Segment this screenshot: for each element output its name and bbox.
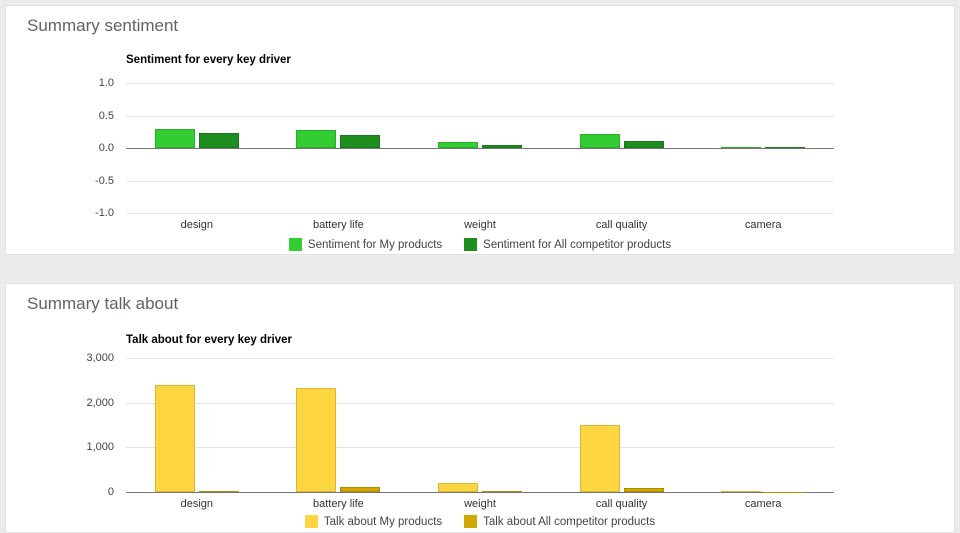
legend-item: Sentiment for All competitor products [464, 238, 671, 251]
gridline [126, 402, 834, 404]
bar-camera-series-0[interactable] [721, 491, 762, 493]
bar-design-series-0[interactable] [154, 384, 195, 492]
gridline [126, 447, 834, 449]
legend-label: Sentiment for All competitor products [483, 238, 672, 251]
zero-gridline [126, 148, 834, 149]
x-category-label: camera [744, 498, 782, 510]
chart-plot-area-talk-about: 3,000 2,000 1,000 0 [6, 352, 954, 498]
legend-label: Talk about All competitor products [483, 515, 656, 528]
y-tick-label: 0 [107, 486, 114, 498]
panel-summary-talk-about: Summary talk about Talk about for every … [5, 283, 955, 533]
bar-weight-series-0[interactable] [438, 141, 478, 148]
y-tick-label: -1.0 [95, 207, 114, 219]
legend-swatch [464, 515, 478, 528]
panel-title-summary-talk-about: Summary talk about [27, 294, 179, 313]
gridline [126, 358, 834, 359]
bar-design-series-0[interactable] [154, 128, 195, 148]
y-axis-talk-about: 3,000 2,000 1,000 0 [6, 352, 114, 498]
bar-battery-life-series-0[interactable] [296, 387, 337, 492]
x-category-label: design [180, 219, 213, 231]
bar-design-series-1[interactable] [198, 490, 239, 492]
bar-battery-life-series-1[interactable] [340, 487, 381, 492]
bar-call-quality-series-0[interactable] [579, 133, 620, 148]
plot-talk-about [126, 358, 834, 493]
x-category-label: call quality [595, 498, 648, 510]
legend-talk-about: Talk about My products Talk about All com… [6, 515, 954, 528]
chart-plot-area-sentiment: 1.0 0.5 0.0 -0.5 -1.0 [6, 77, 954, 219]
plot-sentiment [126, 83, 834, 214]
legend-item: Talk about All competitor products [464, 515, 655, 528]
x-category-label: weight [464, 498, 496, 510]
x-category-label: weight [464, 219, 496, 231]
bar-weight-series-1[interactable] [482, 490, 522, 492]
gridline [126, 213, 834, 214]
bar-design-series-1[interactable] [198, 133, 239, 148]
gridline [126, 180, 834, 182]
zero-gridline [126, 492, 834, 493]
bar-call-quality-series-1[interactable] [623, 140, 664, 148]
legend-label: Talk about My products [323, 515, 443, 528]
y-tick-label: 0.5 [98, 109, 114, 122]
legend-sentiment: Sentiment for My products Sentiment for A… [6, 238, 954, 251]
legend-item: Talk about My products [304, 515, 443, 528]
x-category-label: battery life [313, 219, 364, 231]
x-category-label: call quality [595, 219, 648, 231]
gridline [126, 83, 834, 84]
y-tick-label: 0.0 [98, 142, 114, 154]
bar-battery-life-series-0[interactable] [296, 130, 337, 148]
legend-item: Sentiment for My products [288, 238, 443, 251]
y-tick-label: 1,000 [86, 441, 114, 454]
bar-call-quality-series-0[interactable] [579, 425, 620, 492]
legend-swatch [464, 238, 478, 251]
gridline [126, 115, 834, 117]
legend-swatch [304, 515, 318, 528]
panel-summary-sentiment: Summary sentiment Sentiment for every ke… [5, 5, 955, 255]
y-tick-label: 3,000 [86, 352, 114, 364]
legend-label: Sentiment for My products [307, 238, 443, 251]
bar-camera-series-1[interactable] [765, 491, 806, 493]
y-axis-sentiment: 1.0 0.5 0.0 -0.5 -1.0 [6, 77, 114, 219]
y-tick-label: 2,000 [86, 396, 114, 409]
x-category-label: camera [744, 219, 782, 231]
chart-title-talk-about: Talk about for every key driver [126, 334, 292, 346]
y-tick-label: 1.0 [98, 77, 114, 89]
bar-battery-life-series-1[interactable] [340, 135, 381, 148]
x-category-label: battery life [313, 498, 364, 510]
chart-title-sentiment: Sentiment for every key driver [126, 54, 291, 66]
bar-weight-series-1[interactable] [482, 145, 522, 148]
x-category-label: design [180, 498, 213, 510]
legend-swatch [288, 238, 302, 251]
panel-title-summary-sentiment: Summary sentiment [27, 16, 179, 35]
y-tick-label: -0.5 [95, 174, 114, 187]
x-axis-labels-sentiment: design battery life weight call quality came… [126, 219, 834, 231]
bar-camera-series-1[interactable] [765, 147, 806, 149]
bar-camera-series-0[interactable] [721, 147, 762, 149]
bar-weight-series-0[interactable] [438, 483, 478, 492]
x-axis-labels-talk-about: design battery life weight call quality came… [126, 498, 834, 510]
bar-call-quality-series-1[interactable] [623, 487, 664, 492]
